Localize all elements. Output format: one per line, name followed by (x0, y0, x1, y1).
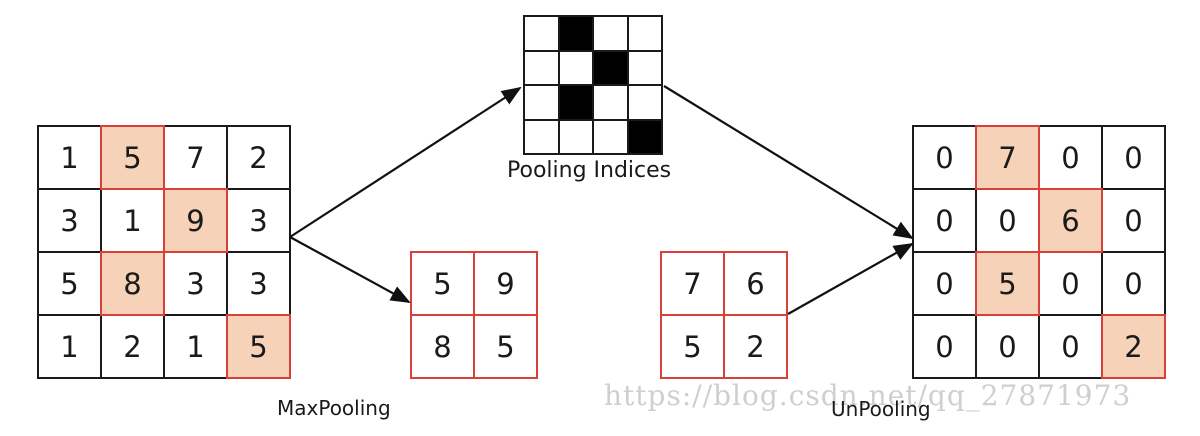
index-cell-empty (626, 84, 663, 121)
unpooled-matrix-cell: 0 (1101, 188, 1166, 253)
pooled-matrix-cell: 5 (410, 251, 475, 316)
index-cell-filled (557, 84, 594, 121)
input-matrix-cell: 3 (37, 188, 102, 253)
unpooled-matrix-cell: 0 (1038, 251, 1103, 316)
unpooling-label: UnPooling (831, 397, 931, 421)
unpooled-matrix-cell: 0 (1038, 314, 1103, 379)
index-cell-empty (523, 15, 560, 52)
index-cell-empty (523, 118, 560, 155)
unpooled-matrix-cell: 6 (1038, 188, 1103, 253)
input-matrix-cell: 1 (163, 314, 228, 379)
index-cell-empty (523, 49, 560, 86)
index-cell-empty (523, 84, 560, 121)
arrow-to-indices (289, 86, 522, 238)
unpool-input-matrix-cell: 5 (660, 314, 725, 379)
unpooled-matrix-cell: 0 (1101, 251, 1166, 316)
input-matrix-cell: 8 (100, 251, 165, 316)
unpool-input-matrix-cell: 2 (723, 314, 788, 379)
pooling-indices-label: Pooling Indices (507, 158, 672, 183)
unpooled-matrix-cell: 7 (975, 125, 1040, 190)
index-cell-filled (592, 49, 629, 86)
input-matrix-cell: 3 (226, 188, 291, 253)
index-cell-empty (557, 49, 594, 86)
unpooled-matrix-cell: 0 (912, 125, 977, 190)
input-matrix-cell: 2 (100, 314, 165, 379)
input-matrix-cell: 1 (100, 188, 165, 253)
pooling-indices-grid (523, 15, 663, 155)
input-matrix-cell: 7 (163, 125, 228, 190)
unpooled-matrix-cell: 2 (1101, 314, 1166, 379)
maxpooling-label: MaxPooling (277, 396, 391, 420)
unpooled-matrix-cell: 0 (975, 188, 1040, 253)
input-matrix-cell: 3 (226, 251, 291, 316)
arrow-to-pooled (289, 236, 411, 303)
index-cell-empty (626, 15, 663, 52)
unpooled-matrix-cell: 0 (912, 314, 977, 379)
index-cell-empty (592, 118, 629, 155)
index-cell-filled (557, 15, 594, 52)
unpool-input-matrix-cell: 7 (660, 251, 725, 316)
arrow-indices-to-unpool (663, 85, 914, 240)
pooled-matrix-cell: 8 (410, 314, 475, 379)
unpooled-matrix-cell: 0 (975, 314, 1040, 379)
pooled-matrix-cell: 5 (473, 314, 538, 379)
index-cell-empty (592, 84, 629, 121)
unpooled-matrix-cell: 0 (912, 188, 977, 253)
pooled-matrix-cell: 9 (473, 251, 538, 316)
input-matrix-cell: 2 (226, 125, 291, 190)
arrow-input-to-unpool (787, 243, 914, 315)
input-matrix-cell: 9 (163, 188, 228, 253)
index-cell-empty (592, 15, 629, 52)
watermark-text: https://blog.csdn.net/qq_27871973 (604, 379, 1132, 412)
index-cell-empty (626, 49, 663, 86)
input-matrix-cell: 5 (226, 314, 291, 379)
unpooled-matrix-cell: 0 (1038, 125, 1103, 190)
input-matrix-cell: 5 (37, 251, 102, 316)
unpooled-matrix-cell: 5 (975, 251, 1040, 316)
input-matrix-cell: 1 (37, 314, 102, 379)
unpooled-matrix-cell: 0 (1101, 125, 1166, 190)
index-cell-empty (557, 118, 594, 155)
input-matrix-cell: 5 (100, 125, 165, 190)
unpooled-matrix-cell: 0 (912, 251, 977, 316)
input-matrix-cell: 1 (37, 125, 102, 190)
unpool-input-matrix-cell: 6 (723, 251, 788, 316)
input-matrix-cell: 3 (163, 251, 228, 316)
index-cell-filled (626, 118, 663, 155)
